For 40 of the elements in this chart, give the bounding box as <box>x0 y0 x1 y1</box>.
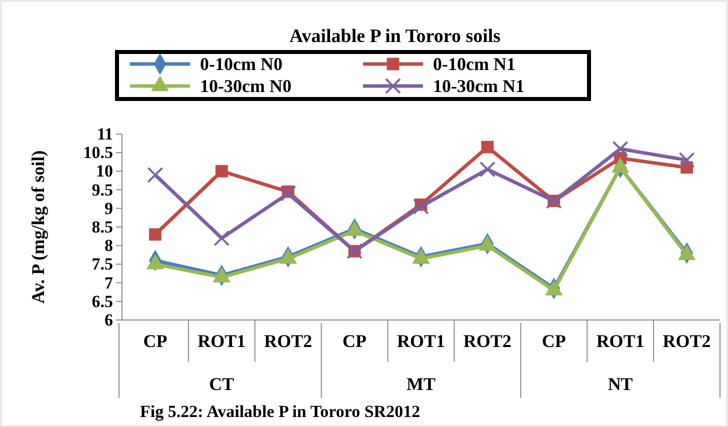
x-tick-label: CP <box>542 331 566 351</box>
point <box>280 186 296 202</box>
caption: Fig 5.22: Available P in Tororo SR2012 <box>140 402 420 421</box>
point <box>412 198 430 215</box>
y-tick-label: 6.5 <box>92 292 113 311</box>
x-tick-label: ROT2 <box>264 331 312 351</box>
point <box>612 140 628 157</box>
y-tick-label: 9.5 <box>92 180 113 200</box>
x-tick-label: CP <box>342 331 367 351</box>
text: MT <box>406 374 436 394</box>
y-tick-label: 8.5 <box>92 217 113 236</box>
y-tick-label: 11 <box>96 124 113 144</box>
chart-title: Available P in Tororo soils <box>289 26 501 47</box>
legend-label: 10-30cm N0 <box>200 76 292 96</box>
y-tick-label: 7.5 <box>92 254 113 274</box>
point <box>678 152 695 168</box>
point <box>147 166 164 183</box>
point <box>149 228 162 241</box>
text: NT <box>608 374 633 394</box>
y-tick-label: 10.5 <box>83 143 113 162</box>
x-tick-label: ROT2 <box>463 331 512 351</box>
x-tick-label: ROT2 <box>662 331 711 351</box>
legend-label: 10-30cm N1 <box>433 76 524 96</box>
point <box>215 165 228 178</box>
y-tick-label: 6 <box>104 310 113 330</box>
text: CT <box>209 374 234 394</box>
x-tick-label: ROT1 <box>198 331 246 351</box>
y-tick-label: 10 <box>96 162 113 181</box>
x-tick-label: ROT1 <box>596 331 644 351</box>
y-axis-title: Av. P (mg/kg of soil) <box>28 150 48 304</box>
y-tick-label: 8 <box>104 236 113 256</box>
legend-label: 0-10cm N1 <box>433 54 516 74</box>
point <box>214 230 230 246</box>
legend-label: 0-10cm N0 <box>200 54 282 74</box>
point <box>481 140 494 154</box>
y-tick-label: 9 <box>104 198 113 218</box>
x-tick-label: CP <box>143 331 168 351</box>
point <box>479 161 496 178</box>
x-tick-label: ROT1 <box>396 331 446 351</box>
y-tick-label: 7 <box>104 273 114 292</box>
